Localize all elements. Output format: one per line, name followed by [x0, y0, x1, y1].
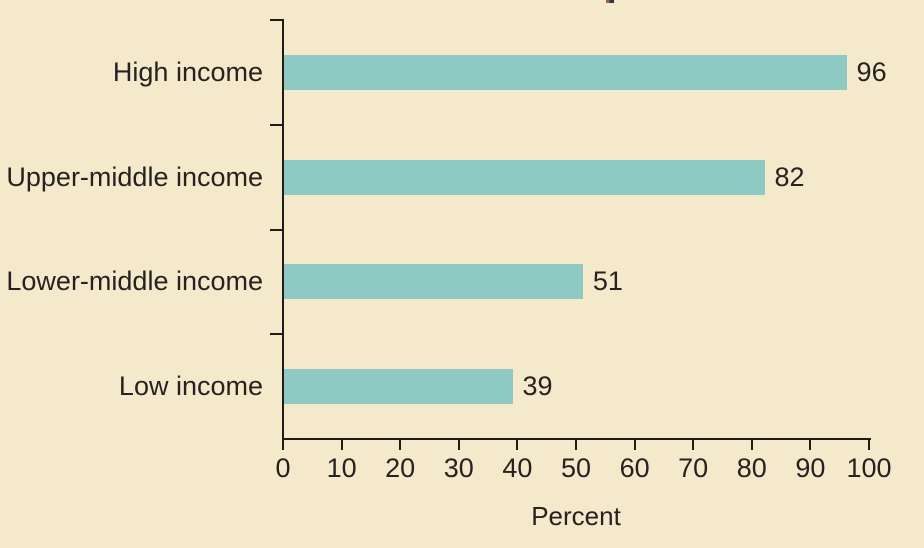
- cropped-title-artifact: [606, 0, 614, 3]
- x-axis-tick-label: 0: [275, 453, 291, 483]
- x-axis-tick: [340, 440, 343, 450]
- category-label: Low income: [118, 371, 263, 402]
- y-axis-tick: [270, 123, 283, 126]
- x-axis-tick-label: 90: [795, 453, 826, 483]
- x-axis-line: [282, 438, 871, 440]
- bar: [284, 264, 583, 300]
- y-axis-tick: [270, 228, 283, 231]
- x-axis-title: Percent: [531, 501, 621, 531]
- category-label: Upper-middle income: [6, 161, 263, 192]
- x-axis-tick-label: 30: [443, 453, 474, 483]
- y-axis-tick: [270, 333, 283, 336]
- x-axis-tick-label: 20: [385, 453, 416, 483]
- x-axis-tick-label: 80: [736, 453, 767, 483]
- category-label: High income: [112, 56, 263, 87]
- bar: [284, 54, 847, 90]
- x-axis-tick: [633, 440, 636, 450]
- value-label: 82: [774, 161, 805, 192]
- x-axis-tick: [575, 440, 577, 450]
- x-axis-tick: [282, 440, 284, 450]
- value-label: 39: [522, 371, 553, 402]
- x-axis-tick-label: 10: [326, 453, 357, 483]
- x-axis-tick: [516, 440, 519, 450]
- x-axis-tick-label: 100: [846, 453, 892, 483]
- x-axis-tick: [399, 440, 402, 450]
- bar: [284, 159, 765, 195]
- x-axis-tick-label: 60: [619, 453, 650, 483]
- x-axis-tick-label: 70: [678, 453, 709, 483]
- value-label: 51: [592, 266, 623, 297]
- x-axis-tick: [457, 440, 460, 450]
- x-axis-tick: [750, 440, 753, 450]
- value-label: 96: [856, 56, 887, 87]
- x-axis-tick: [692, 440, 695, 450]
- category-label: Lower-middle income: [6, 266, 263, 297]
- y-axis-tick: [270, 19, 283, 21]
- x-axis-tick: [809, 440, 812, 450]
- bar: [284, 369, 513, 405]
- x-axis-tick-label: 40: [502, 453, 533, 483]
- x-axis-tick: [868, 440, 870, 450]
- y-axis-line: [282, 19, 284, 440]
- x-axis-tick-label: 50: [560, 453, 592, 483]
